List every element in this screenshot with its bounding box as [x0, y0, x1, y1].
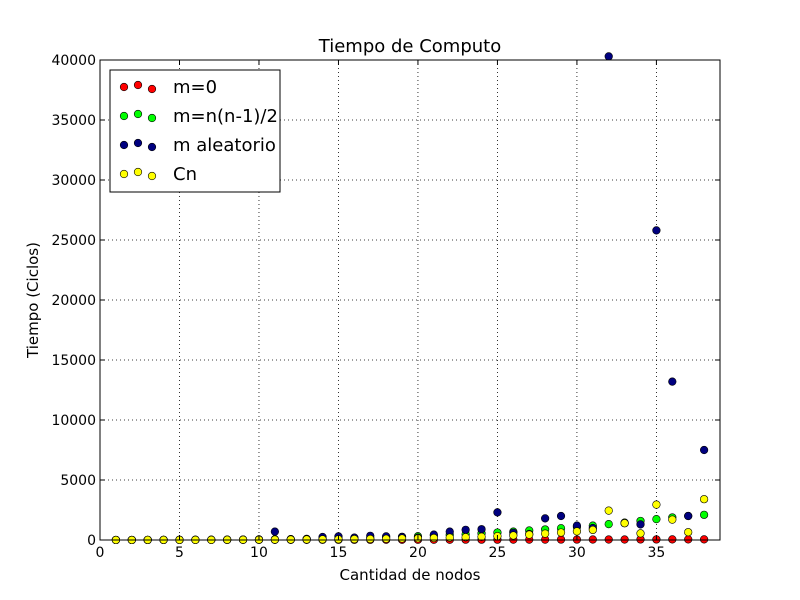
y-axis-label: Tiempo (Ciclos)	[24, 242, 42, 359]
data-point	[366, 534, 375, 544]
x-tick-label: 10	[250, 545, 268, 561]
x-axis-label: Cantidad de nodos	[340, 566, 481, 584]
legend-marker	[147, 171, 157, 181]
legend-marker	[147, 142, 157, 152]
data-point	[588, 525, 597, 535]
legend-label: m=n(n-1)/2	[173, 106, 278, 127]
data-point	[541, 529, 550, 538]
data-point	[556, 511, 566, 521]
y-tick-label: 20000	[51, 293, 96, 309]
legend: m=0 m=n(n-1)/2 m aleatorio Cn	[109, 69, 281, 193]
data-point	[270, 527, 279, 536]
data-point	[684, 511, 693, 521]
data-point	[684, 535, 693, 544]
data-point	[302, 535, 311, 544]
chart-title: Tiempo de Computo	[318, 36, 501, 57]
legend-marker	[133, 109, 143, 119]
data-point	[477, 525, 486, 534]
data-point	[636, 529, 645, 538]
x-tick-label: 35	[647, 545, 665, 561]
data-point	[684, 528, 693, 537]
x-tick-label: 15	[330, 545, 348, 561]
data-point	[604, 506, 613, 515]
data-point	[461, 525, 470, 534]
data-point	[668, 377, 677, 386]
legend-marker	[147, 113, 157, 123]
x-tick-label: 5	[175, 545, 184, 561]
legend-marker	[133, 80, 143, 90]
data-point	[429, 533, 438, 543]
legend-item: m aleatorio	[119, 135, 276, 156]
x-tick-label: 20	[409, 545, 427, 561]
y-tick-label: 5000	[60, 473, 96, 489]
legend-marker	[119, 82, 129, 92]
data-point	[604, 535, 613, 544]
data-point	[652, 515, 661, 524]
legend-label: m=0	[173, 77, 217, 98]
y-tick-label: 10000	[51, 413, 96, 429]
data-point	[636, 520, 645, 529]
legend-label: Cn	[173, 164, 197, 185]
data-point	[668, 535, 677, 544]
data-point	[397, 534, 407, 543]
legend-marker	[133, 138, 143, 148]
data-point	[652, 500, 661, 509]
legend-item: Cn	[119, 164, 197, 185]
axis-ticks: 0 5 10 15 20 25 30 35 0 5000 10000 15000 20000 25000 3…	[51, 53, 720, 561]
legend-marker	[119, 169, 129, 179]
x-tick-label: 0	[96, 545, 105, 561]
data-point	[620, 519, 629, 528]
data-point	[572, 527, 582, 536]
data-point	[350, 535, 359, 544]
data-point	[493, 508, 502, 517]
data-point	[700, 510, 709, 519]
legend-item: m=0	[119, 77, 217, 98]
y-tick-label: 25000	[51, 233, 96, 249]
legend-marker	[119, 111, 129, 121]
data-point	[604, 52, 613, 61]
data-point	[556, 528, 566, 537]
y-tick-label: 30000	[51, 173, 96, 189]
data-point	[700, 495, 709, 504]
data-point	[318, 535, 327, 544]
data-point	[477, 532, 486, 541]
data-point	[652, 226, 661, 235]
legend-marker	[147, 84, 157, 94]
legend-marker	[133, 167, 143, 177]
data-point	[509, 531, 518, 540]
data-point	[541, 514, 550, 523]
data-point	[668, 515, 677, 524]
y-tick-label: 0	[87, 533, 96, 549]
y-tick-label: 15000	[51, 353, 96, 369]
x-tick-label: 30	[568, 545, 586, 561]
data-point	[700, 535, 709, 544]
legend-marker	[119, 140, 129, 150]
data-point	[620, 535, 629, 544]
x-tick-label: 25	[489, 545, 507, 561]
data-point	[604, 520, 613, 529]
legend-item: m=n(n-1)/2	[119, 106, 278, 127]
data-point	[525, 530, 534, 539]
y-tick-label: 40000	[51, 53, 96, 69]
data-point	[700, 445, 709, 455]
legend-label: m aleatorio	[173, 135, 276, 156]
data-point	[382, 534, 391, 543]
data-point	[461, 533, 470, 542]
y-tick-label: 35000	[51, 113, 96, 129]
series-3	[111, 495, 709, 545]
